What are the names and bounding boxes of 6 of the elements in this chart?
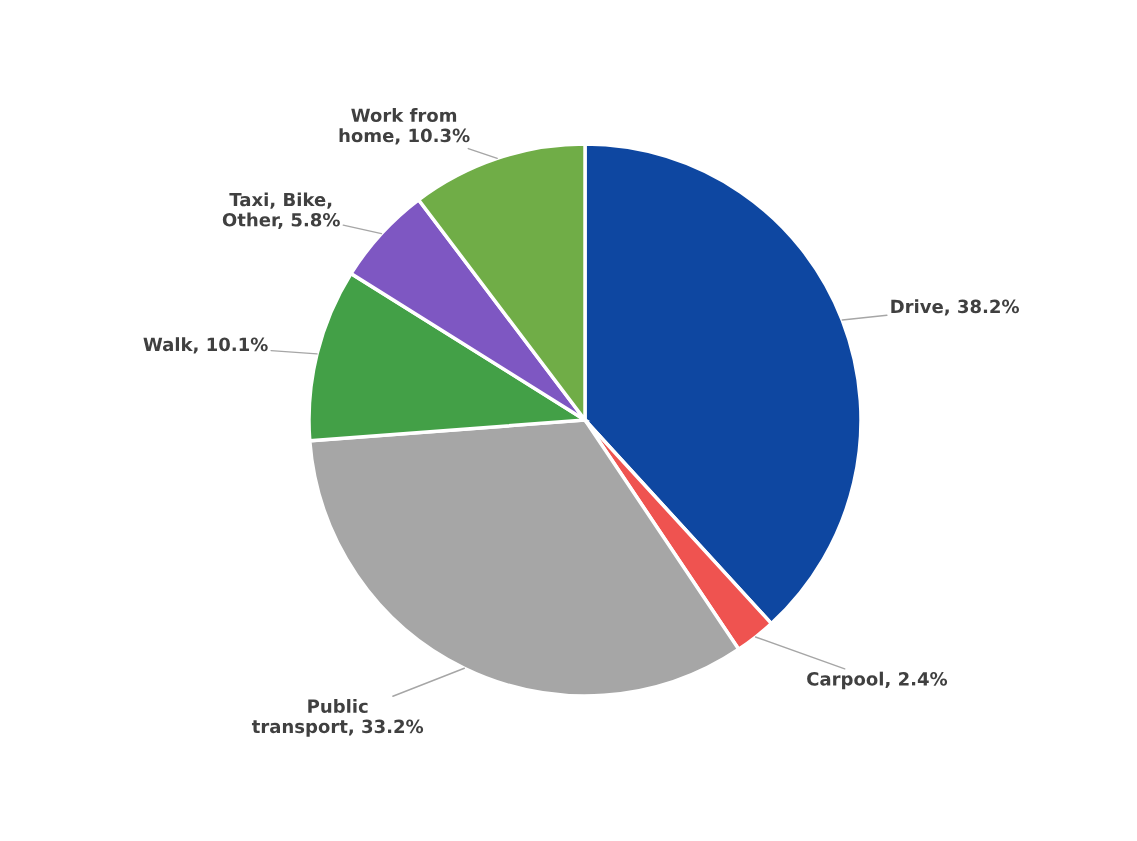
- slice-label: Taxi, Bike, Other, 5.8%: [222, 192, 340, 229]
- slice-label: Carpool, 2.4%: [807, 671, 948, 690]
- slice-label: Public transport, 33.2%: [251, 699, 424, 737]
- slice-label: Work from home, 10.3%: [339, 108, 470, 145]
- slice-label: Drive, 38.2%: [891, 299, 1019, 316]
- slice-label: Walk, 10.1%: [143, 337, 268, 354]
